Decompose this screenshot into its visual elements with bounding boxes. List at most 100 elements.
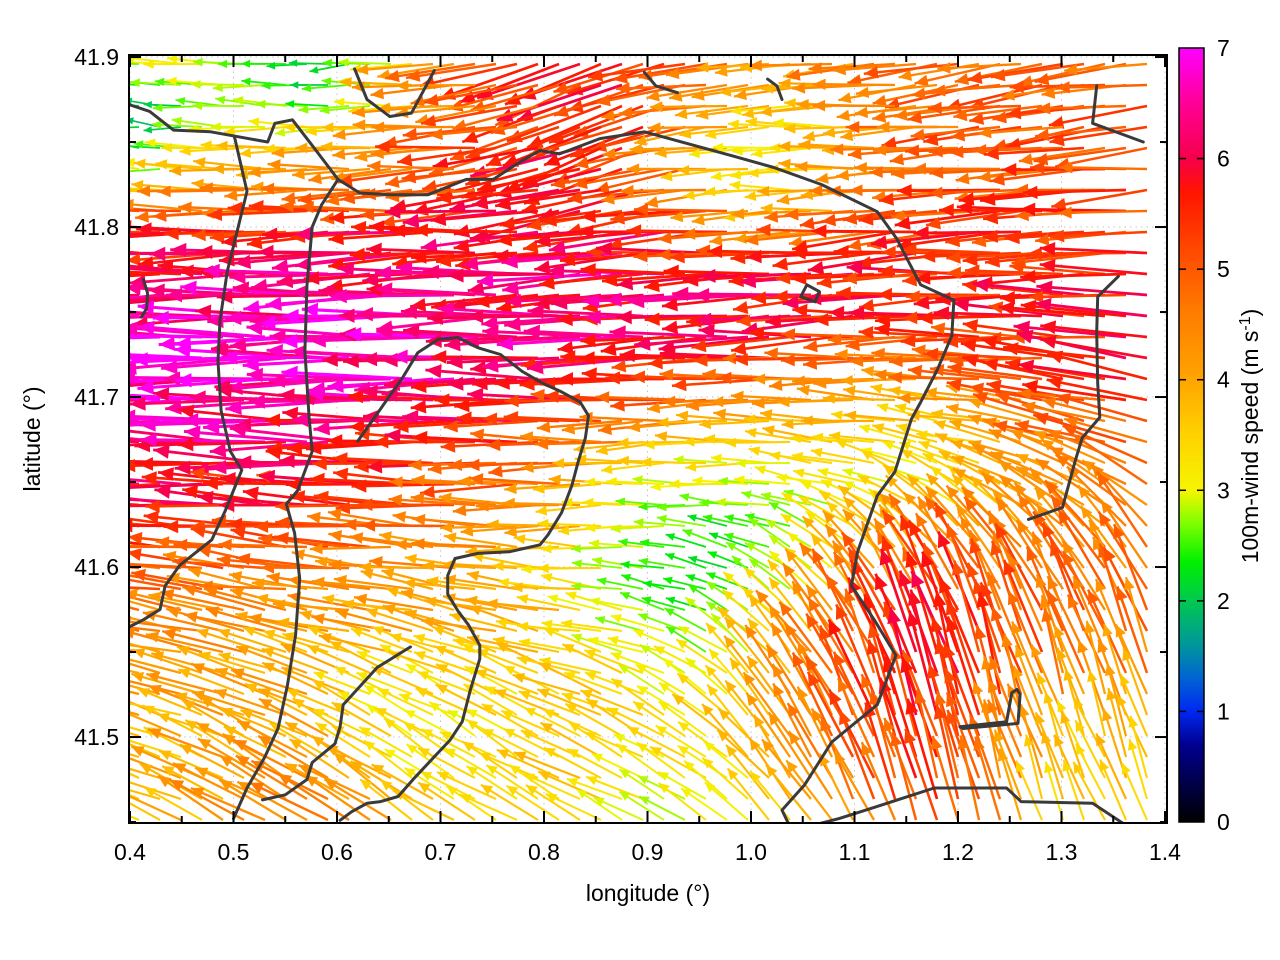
wind-arrow-head <box>768 712 780 726</box>
wind-arrow-head <box>184 611 198 623</box>
wind-arrow-head <box>995 392 1011 404</box>
wind-arrow-head <box>1097 639 1109 654</box>
wind-arrow-shaft <box>959 515 1002 590</box>
wind-arrow-head <box>505 293 522 309</box>
wind-arrow-head <box>329 641 343 652</box>
wind-arrow-shaft <box>784 548 833 611</box>
wind-arrow-head <box>1066 466 1081 480</box>
wind-arrow-shaft <box>723 635 770 695</box>
wind-arrow-head <box>780 513 793 524</box>
wind-arrow-head <box>806 585 819 599</box>
wind-arrow-head <box>335 608 349 620</box>
wind-arrow-head <box>307 645 320 655</box>
wind-arrow-shaft <box>601 272 707 283</box>
wind-arrow-head <box>928 145 943 158</box>
contour-line-left_vertical <box>232 177 340 821</box>
wind-arrow-head <box>1047 590 1059 606</box>
wind-arrow-shaft <box>274 535 371 549</box>
wind-arrow-head <box>838 678 849 693</box>
wind-arrow-head <box>861 742 873 757</box>
wind-arrow-head <box>591 753 603 763</box>
wind-arrow-head <box>791 271 807 285</box>
wind-arrow-head <box>634 135 647 146</box>
wind-arrow-head <box>911 344 926 357</box>
wind-arrow-shaft <box>1046 589 1086 674</box>
wind-arrow-shaft <box>421 619 497 633</box>
wind-arrow-shaft <box>482 329 602 339</box>
wind-arrow-head <box>815 172 829 184</box>
wind-arrow-head <box>900 334 916 348</box>
wind-arrow-shaft <box>968 399 1043 423</box>
wind-arrow-shaft <box>1116 586 1149 674</box>
wind-arrow-head <box>823 127 836 138</box>
wind-arrow-head <box>224 189 238 202</box>
wind-arrow-head <box>831 410 843 420</box>
wind-arrow-head <box>872 111 887 123</box>
wind-arrow-shaft <box>213 689 287 717</box>
wind-arrow-head <box>644 312 660 326</box>
wind-arrow-head <box>813 377 827 389</box>
wind-arrow-head <box>91 482 107 496</box>
wind-arrow-head <box>107 610 120 621</box>
wind-arrow-head <box>1036 280 1053 295</box>
wind-arrow-head <box>969 382 984 395</box>
wind-arrow-head <box>752 373 766 385</box>
wind-arrow-shaft <box>1011 621 1044 695</box>
wind-arrow-shaft <box>235 556 329 570</box>
y-tick-label: 41.5 <box>74 724 119 750</box>
wind-arrow-shaft <box>881 509 939 590</box>
wind-arrow-head <box>356 651 369 660</box>
wind-arrow-shaft <box>891 645 918 737</box>
wind-arrow-head <box>87 630 100 641</box>
wind-arrow-head <box>453 239 470 253</box>
wind-arrow-head <box>619 791 630 801</box>
wind-arrow-shaft <box>634 335 749 347</box>
wind-arrow-shaft <box>701 703 749 758</box>
wind-arrow-head <box>821 480 833 489</box>
wind-arrow-head <box>985 254 1000 268</box>
wind-arrow-head <box>881 536 894 553</box>
wind-arrow-head <box>345 327 362 342</box>
wind-arrow-shaft <box>355 62 434 72</box>
wind-arrow-head <box>928 186 943 199</box>
wind-arrow-head <box>989 656 1000 671</box>
wind-arrow-head <box>1049 447 1064 459</box>
wind-arrow-head <box>736 314 751 328</box>
wind-arrow-head <box>235 611 249 622</box>
wind-arrow-shaft <box>925 472 980 527</box>
wind-arrow-head <box>70 459 86 473</box>
wind-arrow-head <box>796 384 810 396</box>
wind-arrow-head <box>422 264 439 280</box>
wind-arrow-head <box>15 331 31 345</box>
wind-arrow-shaft <box>430 209 539 222</box>
wind-arrow-head <box>659 368 674 381</box>
wind-arrow-shaft <box>129 326 245 339</box>
wind-arrow-head <box>129 274 146 289</box>
wind-arrow-head <box>360 208 375 221</box>
wind-arrow-shaft <box>755 589 812 653</box>
wind-arrow-shaft <box>389 480 476 486</box>
wind-arrow-shaft <box>915 689 939 779</box>
wind-arrow-shaft <box>772 293 875 299</box>
wind-arrow-head <box>874 518 886 533</box>
wind-arrow-head <box>406 664 417 674</box>
wind-arrow-head <box>954 73 970 85</box>
wind-arrow-shaft <box>470 83 560 112</box>
wind-arrow-shaft <box>129 270 182 276</box>
wind-arrow-head <box>748 518 759 528</box>
wind-arrow-head <box>598 423 612 436</box>
wind-arrow-head <box>1124 577 1135 591</box>
wind-arrow-head <box>872 94 887 107</box>
wind-arrow-head <box>637 776 649 785</box>
wind-arrow-head <box>438 492 452 504</box>
wind-arrow-head <box>838 485 851 497</box>
wind-arrow-head <box>808 597 821 612</box>
wind-arrow-head <box>220 708 234 718</box>
wind-arrow-shaft <box>129 586 161 591</box>
wind-arrow-head <box>292 168 305 180</box>
wind-arrow-shaft <box>787 730 833 800</box>
wind-arrow-shaft <box>991 540 1023 632</box>
wind-arrow-head <box>422 560 435 571</box>
wind-arrow-head <box>389 476 403 488</box>
wind-arrow-head <box>271 259 289 274</box>
